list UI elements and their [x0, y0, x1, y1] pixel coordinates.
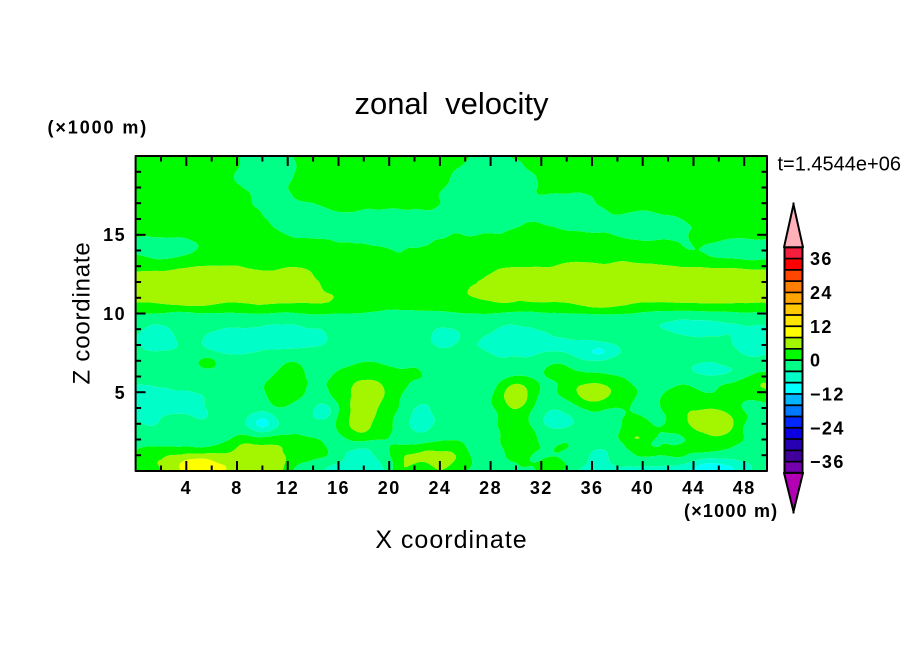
- svg-text:−12: −12: [810, 384, 845, 404]
- svg-text:5: 5: [115, 383, 126, 403]
- svg-text:zonal velocity: zonal velocity: [354, 86, 549, 121]
- svg-text:15: 15: [103, 225, 126, 245]
- svg-text:24: 24: [428, 478, 451, 498]
- svg-text:28: 28: [479, 478, 502, 498]
- svg-text:36: 36: [581, 478, 604, 498]
- svg-text:44: 44: [682, 478, 705, 498]
- svg-text:12: 12: [810, 317, 833, 337]
- svg-text:4: 4: [181, 478, 192, 498]
- svg-text:−36: −36: [810, 452, 845, 472]
- svg-text:32: 32: [530, 478, 553, 498]
- svg-text:10: 10: [103, 304, 126, 324]
- svg-text:12: 12: [276, 478, 299, 498]
- svg-text:8: 8: [231, 478, 242, 498]
- svg-text:0: 0: [810, 351, 821, 371]
- svg-text:(×1000 m): (×1000 m): [684, 501, 778, 521]
- svg-text:36: 36: [810, 249, 833, 269]
- svg-text:48: 48: [733, 478, 756, 498]
- svg-text:24: 24: [810, 283, 833, 303]
- svg-text:X coordinate: X coordinate: [375, 526, 527, 554]
- svg-text:Z coordinate: Z coordinate: [69, 241, 96, 384]
- svg-text:−24: −24: [810, 418, 845, 438]
- svg-text:20: 20: [378, 478, 401, 498]
- svg-text:t=1.4544e+06: t=1.4544e+06: [778, 154, 901, 176]
- svg-text:16: 16: [327, 478, 350, 498]
- svg-text:40: 40: [631, 478, 654, 498]
- svg-text:(×1000 m): (×1000 m): [48, 118, 149, 138]
